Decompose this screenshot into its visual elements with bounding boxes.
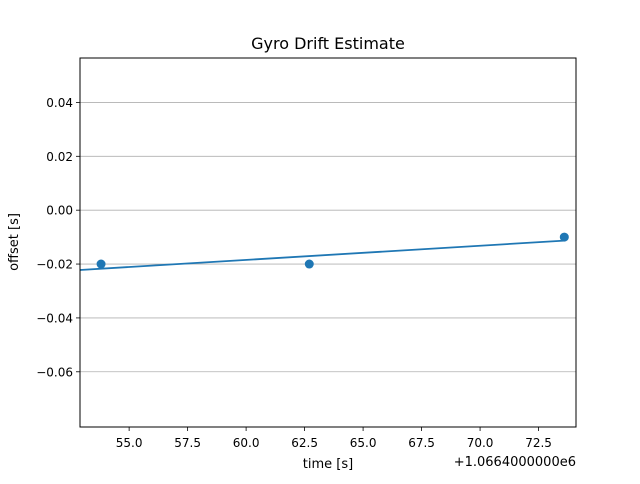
data-point <box>559 232 569 242</box>
y-tick-label: 0.02 <box>46 150 73 164</box>
y-tick-label: −0.02 <box>36 258 73 272</box>
data-point <box>96 259 106 269</box>
x-axis-ticks: 55.0 57.5 60.0 62.5 65.0 67.5 70.0 72.5 <box>116 427 552 450</box>
y-tick-label: 0.04 <box>46 96 73 110</box>
x-axis-offset-label: +1.0664000000e6 <box>454 455 576 470</box>
plot-frame <box>79 57 577 428</box>
x-tick-label: 55.0 <box>116 436 143 450</box>
data-point <box>304 259 314 269</box>
y-tick-label: 0.00 <box>46 204 73 218</box>
x-tick-label: 60.0 <box>233 436 260 450</box>
fit-line <box>79 239 565 271</box>
y-tick-label: −0.06 <box>36 365 73 379</box>
y-axis-label: offset [s] <box>7 213 22 271</box>
x-axis-label: time [s] <box>303 457 353 472</box>
y-tick-label: −0.04 <box>36 311 73 325</box>
grid-lines <box>80 102 576 373</box>
chart-title: Gyro Drift Estimate <box>251 34 405 53</box>
x-tick-label: 62.5 <box>291 436 318 450</box>
x-tick-label: 72.5 <box>525 436 552 450</box>
x-tick-label: 65.0 <box>350 436 377 450</box>
x-tick-label: 70.0 <box>467 436 494 450</box>
data-points <box>96 232 569 269</box>
y-axis-ticks: 0.04 0.02 0.00 −0.02 −0.04 −0.06 <box>36 96 80 379</box>
fit-line-layer <box>79 239 565 271</box>
x-tick-label: 67.5 <box>408 436 435 450</box>
x-tick-label: 57.5 <box>174 436 201 450</box>
